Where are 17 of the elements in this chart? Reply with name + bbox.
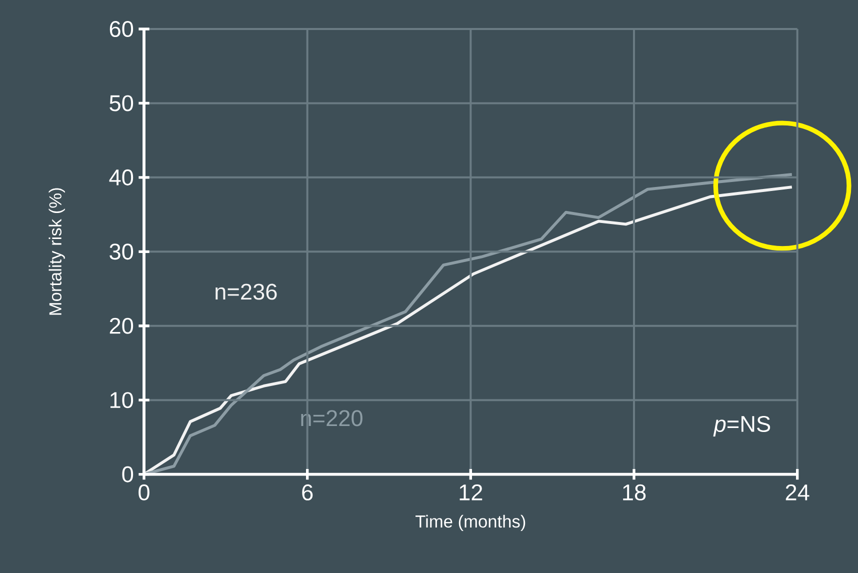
- y-tick-label: 30: [110, 244, 134, 260]
- x-tick-label: 6: [302, 484, 313, 500]
- annotation: p=NS: [713, 416, 770, 436]
- x-tick-label: 24: [786, 484, 810, 500]
- y-tick-label: 60: [110, 20, 134, 38]
- y-tick-label: 40: [109, 169, 134, 186]
- y-axis-title: Mortality risk (%): [48, 188, 65, 315]
- y-tick-label: 20: [110, 318, 134, 334]
- x-tick-label: 0: [138, 484, 150, 500]
- y-tick-label: 50: [110, 95, 134, 112]
- x-axis-title: Time (months): [416, 514, 526, 532]
- x-tick-label: 12: [460, 484, 482, 500]
- y-tick-label: 10: [110, 392, 134, 408]
- y-tick-label: 0: [122, 466, 134, 482]
- text: n=236: [216, 284, 277, 300]
- x-tick-label: 18: [623, 484, 646, 500]
- text: n=220: [301, 410, 362, 426]
